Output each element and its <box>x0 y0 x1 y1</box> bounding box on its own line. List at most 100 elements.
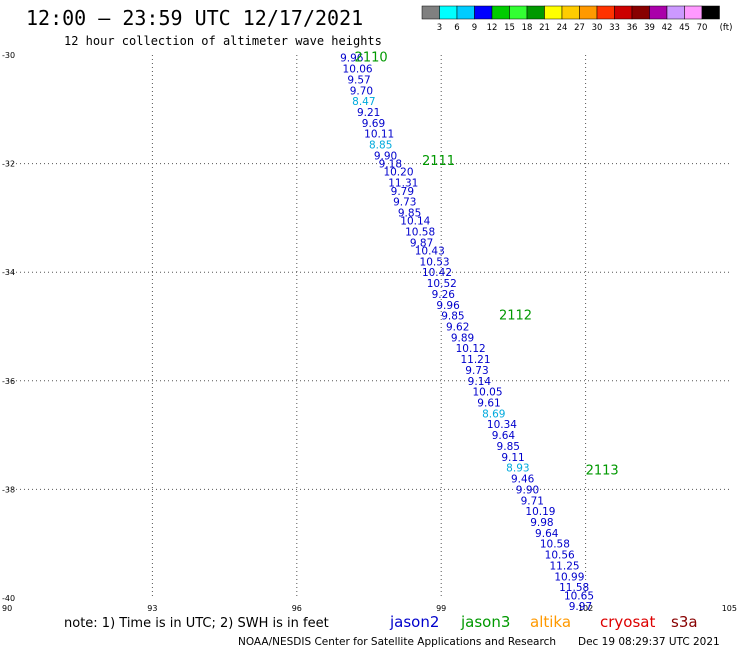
swh-point: 10.52 <box>427 278 457 290</box>
swh-point: 9.89 <box>451 332 474 344</box>
orbit-pass-labels: 2110 2111 2112 2113 <box>355 51 619 479</box>
swh-point: 9.79 <box>391 186 414 198</box>
satellite-cryosat: cryosat <box>600 613 655 631</box>
colorbar-label: 18 <box>522 23 533 33</box>
colorbar-label: 42 <box>662 23 673 33</box>
colorbar-swatch <box>701 5 720 20</box>
colorbar-label: 27 <box>574 23 585 33</box>
footer-timestamp: Dec 19 08:29:37 UTC 2021 <box>578 636 720 648</box>
y-tick-label: -40 <box>2 594 15 603</box>
colorbar-swatch <box>509 5 528 20</box>
colorbar-label: 12 <box>487 23 498 33</box>
pass-label: 2113 <box>586 463 619 478</box>
swh-point: 9.73 <box>465 365 488 377</box>
swh-point: 10.42 <box>422 267 452 279</box>
swh-point: 9.21 <box>357 107 380 119</box>
colorbar-swatch <box>544 5 563 20</box>
satellite-jason2: jason2 <box>389 613 439 631</box>
swh-point: 9.85 <box>398 207 421 219</box>
swh-point: 9.18 <box>379 159 402 171</box>
colorbar-unit: (ft) <box>720 23 733 33</box>
swh-point: 9.14 <box>468 376 492 388</box>
swh-point: 8.47 <box>352 96 375 108</box>
x-tick-label: 105 <box>722 604 737 613</box>
swh-point: 9.90 <box>516 484 539 496</box>
swh-point: 9.61 <box>477 398 500 410</box>
swh-point: 9.26 <box>432 289 456 301</box>
y-tick-label: -36 <box>2 377 15 386</box>
colorbar-label: 3 <box>437 23 442 33</box>
colorbar-swatch <box>421 5 440 20</box>
y-tick-label: -34 <box>2 268 15 277</box>
pass-label: 2110 <box>355 51 388 66</box>
swh-point: 10.20 <box>383 167 413 179</box>
colorbar-swatch <box>456 5 475 20</box>
colorbar-swatch <box>684 5 703 20</box>
swh-point: 10.34 <box>487 419 517 431</box>
colorbar-label: 45 <box>679 23 690 33</box>
swh-point: 8.69 <box>482 408 505 420</box>
colorbar-swatch <box>561 5 580 20</box>
swh-point: 9.57 <box>347 74 370 86</box>
colorbar-swatch <box>491 5 510 20</box>
swh-point: 9.96 <box>436 300 460 312</box>
colorbar-label: 6 <box>454 23 459 33</box>
swh-point: 10.05 <box>472 387 502 399</box>
swh-point: 9.64 <box>535 528 559 540</box>
colorbar-swatch <box>631 5 650 20</box>
y-tick-label: -32 <box>2 160 15 169</box>
footer-credit: NOAA/NESDIS Center for Satellite Applica… <box>238 636 556 648</box>
colorbar-label: 33 <box>609 23 620 33</box>
swh-point: 10.12 <box>456 343 486 355</box>
swh-point: 8.93 <box>506 463 529 475</box>
colorbar-label: 24 <box>557 23 568 33</box>
colorbar-swatch <box>526 5 545 20</box>
swh-point: 9.90 <box>374 150 397 162</box>
satellite-s3a: s3a <box>671 613 698 631</box>
wave-height-points: 9.9610.069.579.708.479.219.6910.118.859.… <box>340 53 594 613</box>
colorbar-label: 36 <box>627 23 638 33</box>
swh-point: 9.71 <box>521 495 544 507</box>
colorbar-swatch <box>439 5 458 20</box>
chart-subtitle: 12 hour collection of altimeter wave hei… <box>64 34 382 48</box>
satellite-jason3: jason3 <box>460 613 510 631</box>
x-tick-label: 93 <box>147 604 157 613</box>
y-tick-label: -30 <box>2 51 15 60</box>
swh-point: 9.97 <box>569 601 592 613</box>
colorbar-label: 70 <box>697 23 708 33</box>
swh-point: 9.69 <box>362 118 385 130</box>
pass-label: 2112 <box>499 309 532 324</box>
swh-point: 9.46 <box>511 474 535 486</box>
x-tick-label: 99 <box>436 604 446 613</box>
colorbar-label: 30 <box>592 23 603 33</box>
swh-point: 10.53 <box>420 256 450 268</box>
swh-point: 11.25 <box>550 560 580 572</box>
x-tick-label: 102 <box>578 604 593 613</box>
chart-title: 12:00 – 23:59 UTC 12/17/2021 <box>26 6 363 30</box>
swh-point: 10.06 <box>343 64 373 76</box>
y-tick-label: -38 <box>2 485 15 494</box>
colorbar-swatch <box>614 5 633 20</box>
swh-point: 9.11 <box>501 452 524 464</box>
swh-point: 10.19 <box>525 506 555 518</box>
pass-label: 2111 <box>422 154 455 169</box>
swh-point: 9.62 <box>446 322 469 334</box>
x-tick-label: 90 <box>2 604 12 613</box>
note-text: note: 1) Time is in UTC; 2) SWH is in fe… <box>64 616 329 631</box>
satellite-legend: jason2 jason3 altika cryosat s3a <box>389 613 698 631</box>
swh-point: 11.58 <box>559 582 589 594</box>
plot-grid <box>8 55 730 598</box>
swh-point: 10.43 <box>415 245 445 257</box>
swh-point: 11.31 <box>388 178 418 190</box>
swh-point: 10.58 <box>540 539 570 551</box>
colorbar-legend: 3 6 9 12 15 18 21 24 27 30 33 36 39 42 45 70 (ft) <box>421 5 733 33</box>
swh-point: 9.98 <box>530 517 553 529</box>
colorbar-swatch <box>474 5 493 20</box>
swh-point: 9.87 <box>410 237 433 249</box>
colorbar-swatch <box>649 5 668 20</box>
swh-point: 9.85 <box>497 441 520 453</box>
swh-point: 9.70 <box>350 85 373 97</box>
satellite-altika: altika <box>530 613 571 631</box>
